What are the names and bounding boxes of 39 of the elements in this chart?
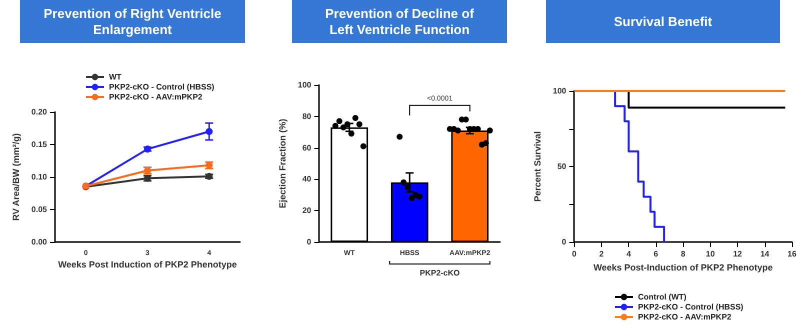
y-tick-label: 0 <box>562 238 567 246</box>
legend-label: PKP2-cKO - Control (HBSS) <box>638 302 744 312</box>
x-tick-label: 16 <box>788 250 797 258</box>
y-tick-label: 60 <box>302 143 312 152</box>
y-tick-label: 80 <box>302 112 312 121</box>
y-tick-label: 0.20 <box>31 108 48 116</box>
x-tick-label: 2 <box>599 250 604 258</box>
y-tick-label: 0.15 <box>31 140 48 149</box>
x-axis-title: Weeks Post Induction of PKP2 Phenotype <box>58 260 237 270</box>
chart-title: Survival Benefit <box>546 0 780 43</box>
y-tick-label: 0.00 <box>31 238 48 246</box>
legend-label: Control (WT) <box>638 292 687 302</box>
x-tick-label: 0 <box>572 250 578 258</box>
y-tick-label: 0.10 <box>31 172 48 182</box>
x-axis-title: Weeks Post-Induction of PKP2 Phenotype <box>593 262 773 272</box>
y-axis-title: Percent Survival <box>532 131 542 202</box>
y-axis-title: Ejection Fraction (%) <box>278 118 288 208</box>
x-tick-label: 6 <box>654 250 659 258</box>
y-tick-label: 100 <box>552 86 567 96</box>
x-tick-label: 10 <box>706 250 716 258</box>
y-tick-label: 0.05 <box>31 205 48 214</box>
chart-title: Prevention of Right Ventricle Enlargement <box>20 0 245 43</box>
legend-label: PKP2-cKO - AAV:mPKP2 <box>638 312 732 322</box>
y-axis-title: RV Area/BW (mm²/g) <box>11 133 22 221</box>
x-tick-label: 12 <box>733 250 743 258</box>
text: PKP2-cKO <box>420 268 460 278</box>
y-tick-label: 50 <box>557 162 567 171</box>
x-tick-label: 4 <box>626 250 632 258</box>
y-tick-label: 0 <box>306 238 312 246</box>
y-tick-label: 100 <box>298 80 312 90</box>
y-tick-label: 20 <box>302 206 312 216</box>
legend-label: PKP2-cKO - Control (HBSS) <box>109 82 215 92</box>
x-tick-label: 14 <box>760 250 770 258</box>
point <box>206 128 213 135</box>
y-tick-label: 40 <box>302 174 312 184</box>
chart-title: Prevention of Decline of Left Ventricle Function <box>292 0 507 43</box>
x-tick-label: 8 <box>680 250 686 258</box>
legend-label: PKP2-cKO - AAV:mPKP2 <box>109 92 203 102</box>
legend-label: WT <box>109 72 122 82</box>
